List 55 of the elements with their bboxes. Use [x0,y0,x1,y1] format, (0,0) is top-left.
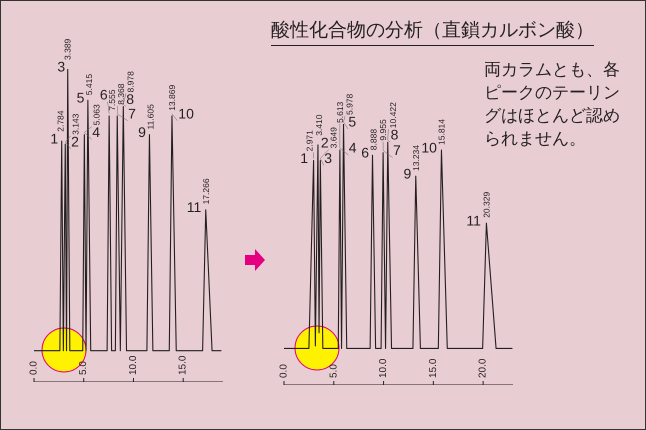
annotation: 5 [76,90,85,106]
annotation: 4 [92,124,100,140]
annotation: 9 [403,166,412,182]
annotation: 3 [324,150,332,166]
annotation: 3.649 [328,126,338,148]
annotation: 7 [128,105,136,122]
annotation: 2.784 [56,110,66,132]
annotation: 11 [466,212,482,228]
annotation: 17.266 [200,178,211,204]
annotation: 10 [421,140,438,156]
annotation: 4 [348,140,357,156]
annotation: 3.143 [70,113,80,135]
x-tick-label: 10.0 [378,358,390,378]
annotation: 10.422 [388,102,398,128]
annotation: 両カラムとも、各ピークのテーリングはほとんど認められません。 [484,59,621,150]
annotation: 5.978 [344,93,355,115]
x-tick-label: 15.0 [428,358,439,378]
annotation: 6 [100,86,108,102]
annotation: 5.063 [91,104,102,126]
annotation: 13.869 [166,84,177,111]
annotation: 3.410 [314,114,324,136]
annotation: 11 [186,198,202,215]
annotation: 2 [71,133,80,150]
annotation: 8.368 [116,83,126,105]
annotation: 10 [178,105,194,122]
annotation: 8 [126,90,134,107]
x-tick-label: 20.0 [478,358,489,378]
annotation: 3.389 [62,38,73,60]
annotation: 3 [57,58,66,74]
annotation: 5.415 [84,74,94,96]
annotation: 9.955 [378,119,388,141]
annotation: 9 [138,124,146,140]
annotation: 11.605 [145,104,156,130]
annotation: 5.613 [334,101,345,123]
annotation: 8 [390,126,399,143]
annotation: 5 [348,114,356,130]
x-tick-label: 15.0 [178,355,189,375]
annotation: 6 [361,144,370,161]
annotation: 7.555 [107,89,118,111]
annotation: 2.971 [304,130,315,152]
annotation: 20.329 [481,192,492,218]
annotation: 2 [320,134,329,150]
annotation: 7 [393,142,402,158]
annotation: 15.814 [436,118,446,145]
x-tick-label: 10.0 [128,355,139,375]
annotation: 1 [50,130,58,146]
x-tick-label: 5.0 [328,364,340,378]
annotation: 8.888 [368,128,378,150]
annotation: 8.978 [125,70,136,92]
x-tick-label: 0.0 [278,364,290,378]
chart-title: 酸性化合物の分析（直鎖カルボン酸） [271,17,594,46]
annotation: 1 [300,150,308,166]
annotation: 13.234 [410,144,421,171]
x-tick-label: 5.0 [78,360,90,375]
x-tick-label: 0.0 [28,360,40,375]
